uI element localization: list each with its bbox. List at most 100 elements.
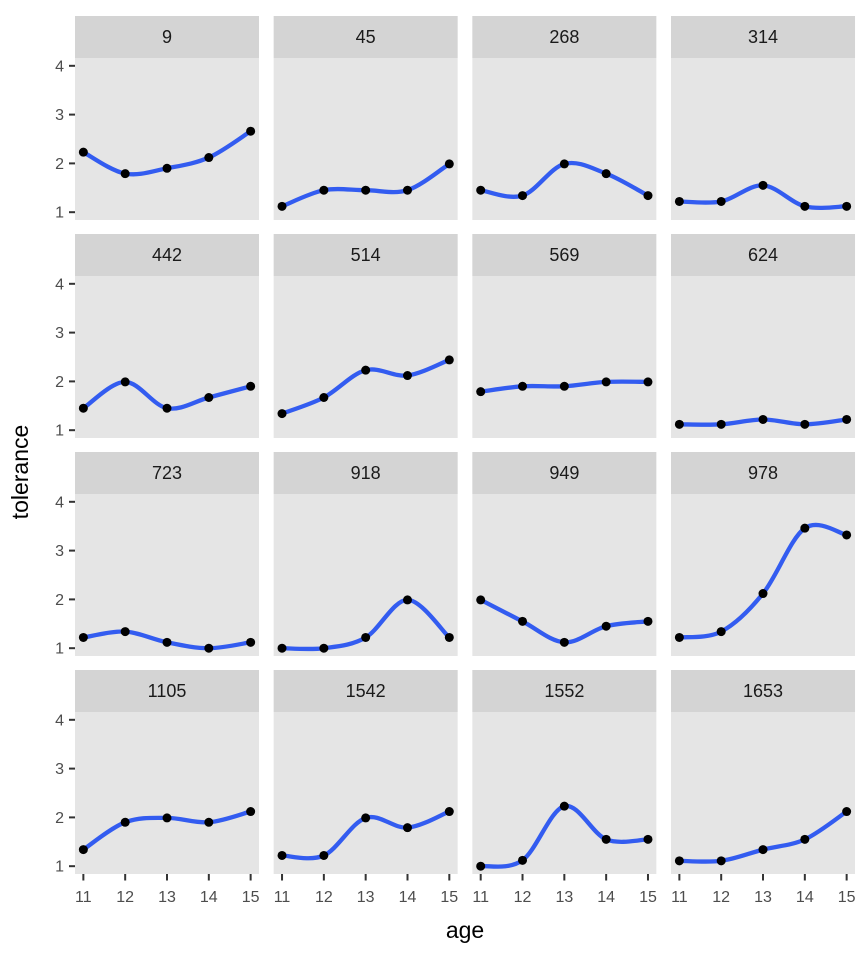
data-point [800, 523, 810, 533]
data-point [246, 126, 256, 136]
facet-strip [273, 234, 458, 276]
data-point [444, 632, 454, 642]
data-point [277, 409, 287, 419]
data-point [800, 419, 810, 429]
facet-grid: 9 45 268 314 442 514 569 624 723 918 949 978 1105 154… [75, 16, 856, 874]
y-tick-label: 2 [55, 592, 64, 609]
data-point [476, 387, 486, 397]
panel-background [472, 494, 657, 656]
facet-panel: 1105 [75, 670, 259, 874]
data-point [277, 643, 287, 653]
data-point [361, 185, 371, 195]
data-point [643, 191, 653, 201]
data-point [277, 201, 287, 211]
facet-panel: 918 [273, 452, 458, 656]
x-axis-title: age [446, 917, 484, 943]
x-tick-label: 13 [357, 889, 375, 906]
facet-strip [472, 670, 657, 712]
panel-background [75, 58, 259, 220]
data-point [643, 616, 653, 626]
y-axis-title: tolerance [7, 425, 33, 520]
facet-panel: 268 [472, 16, 657, 220]
data-point [716, 627, 726, 637]
data-point [842, 530, 852, 540]
data-point [361, 813, 371, 823]
facet-strip [671, 670, 856, 712]
x-tick-label: 13 [555, 889, 573, 906]
facet-strip [273, 16, 458, 58]
data-point [204, 393, 214, 402]
facet-strip [671, 16, 856, 58]
facet-strip-label: 949 [549, 463, 579, 483]
data-point [277, 850, 287, 860]
data-point [204, 817, 214, 827]
facet-panel: 314 [671, 16, 856, 220]
data-point [78, 632, 88, 642]
data-point [559, 801, 569, 811]
data-point [204, 153, 214, 163]
y-tick-label: 1 [55, 423, 64, 440]
facet-strip [75, 234, 259, 276]
data-point [246, 807, 256, 817]
panel-background [671, 494, 856, 656]
data-point [674, 632, 684, 642]
facet-strip-label: 723 [152, 463, 182, 483]
y-tick-label: 1 [55, 205, 64, 222]
facet-strip [75, 452, 259, 494]
facet-strip-label: 442 [152, 245, 182, 265]
panel-background [75, 494, 259, 656]
x-tick-label: 12 [514, 889, 532, 906]
data-point [643, 377, 653, 387]
data-point [800, 201, 810, 211]
facet-strip-label: 45 [356, 27, 376, 47]
facet-strip [671, 452, 856, 494]
data-point [518, 616, 528, 626]
data-point [162, 403, 172, 413]
x-tick-label: 11 [671, 889, 688, 906]
data-point [643, 834, 653, 844]
data-point [674, 856, 684, 866]
y-tick-label: 4 [55, 494, 64, 511]
y-tick-label: 4 [55, 712, 64, 729]
data-point [246, 637, 256, 647]
facet-strip-label: 9 [162, 27, 172, 47]
facet-strip-label: 624 [748, 245, 778, 265]
facet-strip [273, 670, 458, 712]
data-point [162, 813, 172, 823]
facet-strip-label: 1542 [346, 681, 386, 701]
y-tick-label: 1 [55, 641, 64, 658]
facet-panel: 978 [671, 452, 856, 656]
facet-strip [472, 452, 657, 494]
data-point [758, 414, 768, 424]
data-point [120, 817, 130, 827]
data-point [842, 807, 852, 817]
facet-strip-label: 1105 [148, 681, 187, 701]
y-tick-label: 3 [55, 543, 64, 560]
x-tick-label: 14 [399, 889, 417, 906]
data-point [842, 414, 852, 424]
data-point [402, 371, 412, 381]
data-point [758, 589, 768, 599]
data-point [601, 834, 611, 844]
facet-panel: 442 [75, 234, 259, 438]
data-point [120, 627, 130, 637]
facet-strip-label: 1552 [544, 681, 584, 701]
data-point [601, 169, 611, 179]
facet-strip [75, 670, 259, 712]
y-tick-label: 2 [55, 374, 64, 391]
data-point [444, 355, 454, 365]
x-tick-label: 14 [200, 889, 218, 906]
facet-strip-label: 514 [351, 245, 381, 265]
data-point [402, 595, 412, 605]
facet-strip [472, 234, 657, 276]
x-tick-label: 15 [440, 889, 458, 906]
data-point [674, 419, 684, 429]
panel-background [273, 712, 458, 874]
panel-background [472, 712, 657, 874]
data-point [361, 632, 371, 642]
y-tick-label: 3 [55, 761, 64, 778]
y-tick-label: 3 [55, 325, 64, 342]
facet-strip [75, 16, 259, 58]
